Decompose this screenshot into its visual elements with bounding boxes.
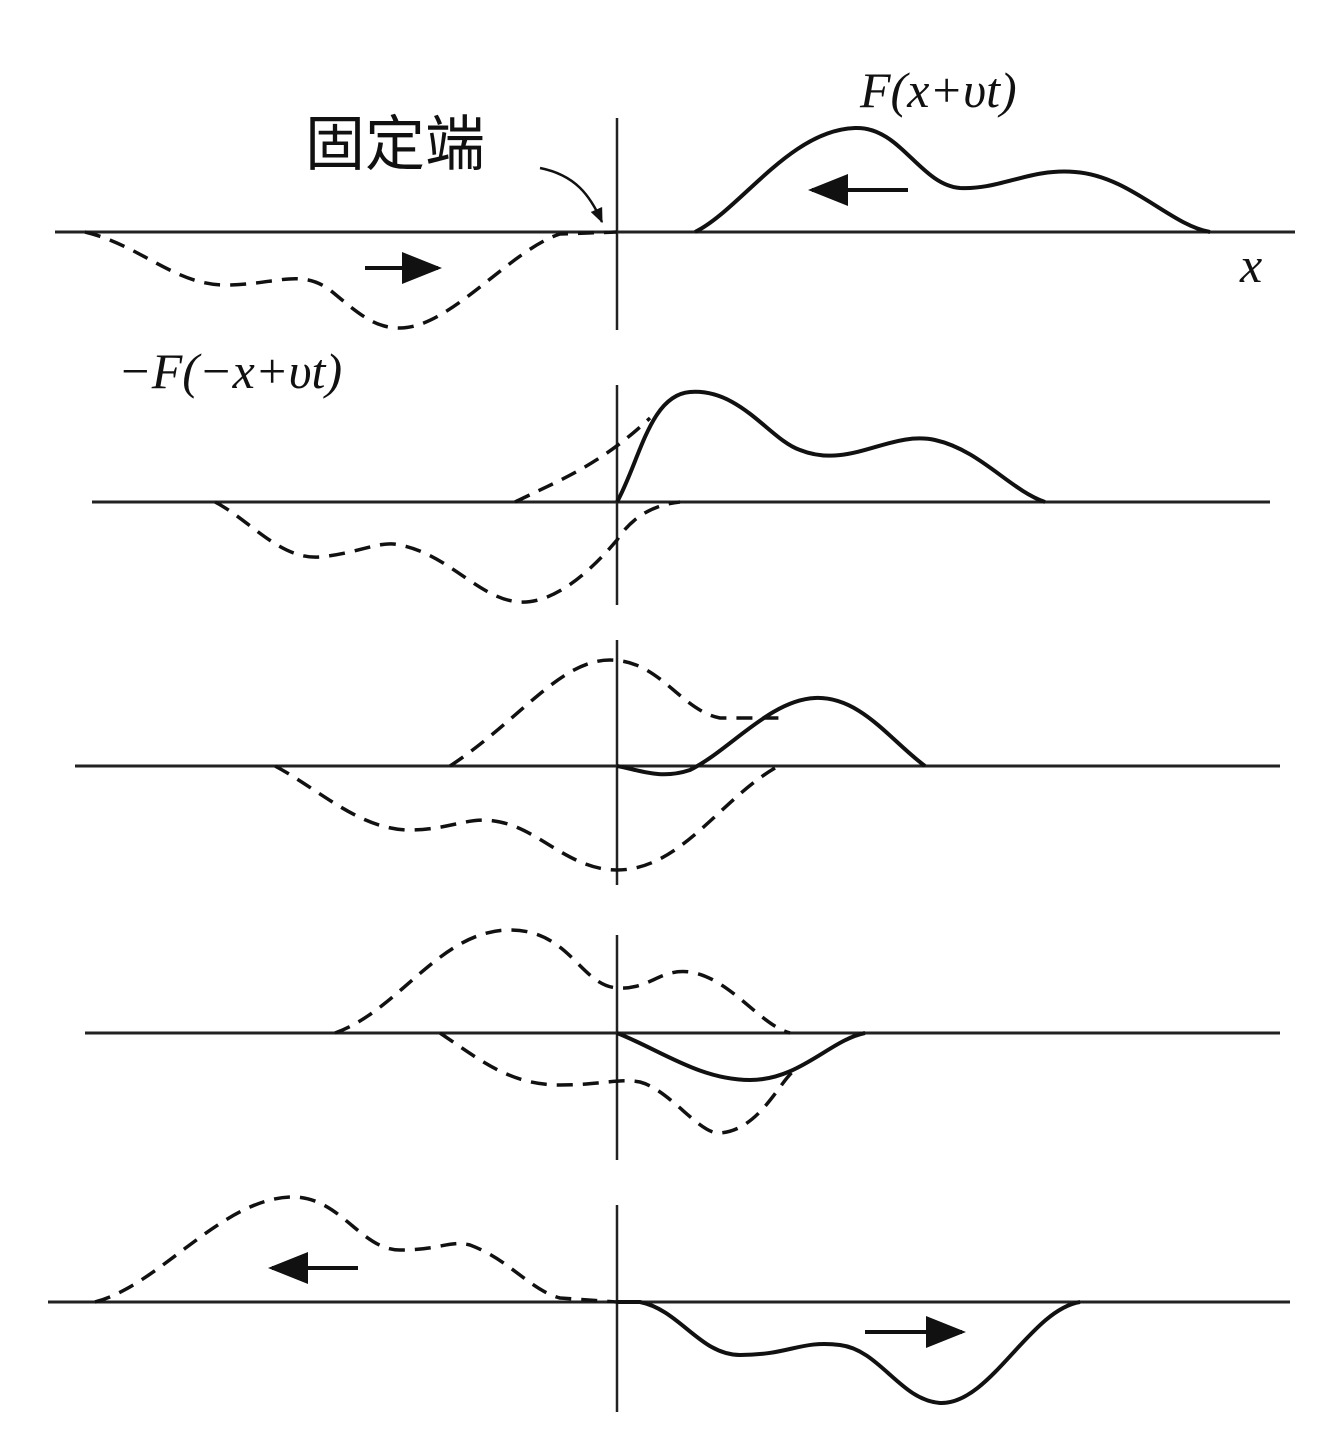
pointer-arrow	[539, 166, 604, 224]
incident-label: F(x+υt)	[859, 62, 1017, 118]
reflected-label: −F(−x+υt)	[118, 343, 342, 399]
panel-5	[48, 1195, 1290, 1412]
panel-2	[92, 385, 1270, 605]
fixed-end-label: 固定端	[305, 110, 485, 180]
axis-label: x	[1239, 237, 1262, 293]
panel-4	[85, 928, 1280, 1160]
panel-3	[75, 640, 1280, 885]
panel-1	[55, 118, 1295, 330]
